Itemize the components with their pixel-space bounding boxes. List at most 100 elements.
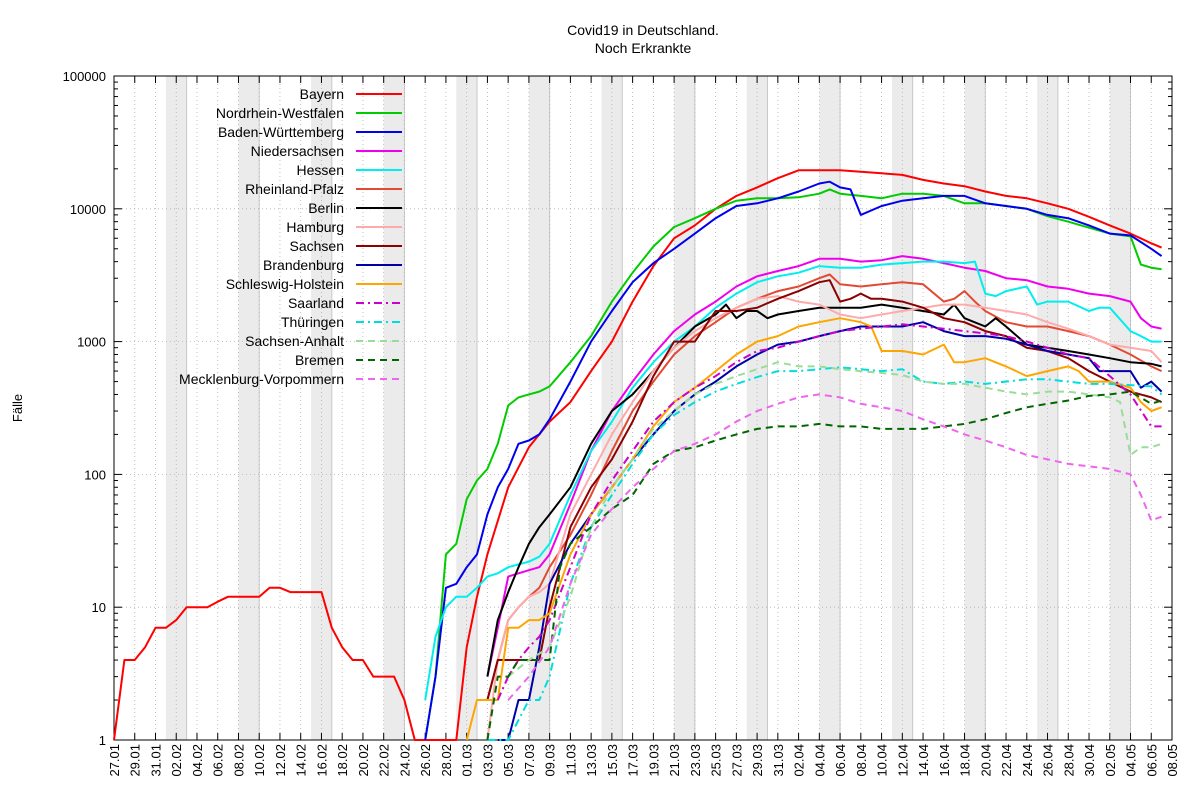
legend-label: Thüringen xyxy=(281,314,344,330)
x-tick-label: 30.04 xyxy=(1082,744,1097,777)
legend-label: Rheinland-Pfalz xyxy=(245,181,344,197)
series-line xyxy=(507,361,1162,678)
x-tick-label: 12.04 xyxy=(895,744,910,777)
x-tick-label: 19.03 xyxy=(646,744,661,777)
series-line xyxy=(507,393,1162,701)
x-tick-label: 25.03 xyxy=(709,744,724,777)
x-tick-label: 14.04 xyxy=(916,744,931,777)
x-tick-label: 27.03 xyxy=(729,744,744,777)
x-tick-label: 01.03 xyxy=(460,744,475,777)
legend-label: Bayern xyxy=(300,86,344,102)
series-line xyxy=(113,169,1162,741)
legend-label: Nordrhein-Westfalen xyxy=(216,105,344,121)
x-tick-label: 08.05 xyxy=(1165,744,1180,777)
legend-label: Saarland xyxy=(288,295,344,311)
x-tick-label: 10.04 xyxy=(875,744,890,777)
series-line xyxy=(486,390,1162,741)
x-tick-label: 17.03 xyxy=(626,744,641,777)
x-tick-label: 04.04 xyxy=(812,744,827,777)
x-tick-label: 31.03 xyxy=(771,744,786,777)
x-tick-label: 31.01 xyxy=(148,744,163,777)
x-tick-label: 24.02 xyxy=(397,744,412,777)
x-tick-label: 03.03 xyxy=(480,744,495,777)
legend-label: Niedersachsen xyxy=(251,143,344,159)
legend-label: Sachsen xyxy=(290,238,344,254)
x-tick-label: 26.02 xyxy=(418,744,433,777)
series-line xyxy=(465,317,1162,741)
y-tick-label: 10000 xyxy=(70,202,106,217)
y-tick-label: 1 xyxy=(99,733,106,748)
legend-label: Hessen xyxy=(297,162,344,178)
plot-frame xyxy=(113,75,1173,741)
legend: Bayern Nordrhein-Westfalen Baden-Württembe… xyxy=(179,86,402,387)
series-line xyxy=(486,279,1163,701)
legend-label: Berlin xyxy=(308,200,344,216)
x-tick-label: 02.05 xyxy=(1103,744,1118,777)
x-axis: 27.01 29.01 31.01 02.02 04.02 06.02 08.02 10.02… xyxy=(107,76,1180,777)
weekend-band xyxy=(819,76,841,740)
x-tick-label: 02.04 xyxy=(792,744,807,777)
legend-label: Hamburg xyxy=(286,219,344,235)
series-line xyxy=(487,366,1163,741)
legend-label: Schleswig-Holstein xyxy=(226,276,344,292)
legend-label: Brandenburg xyxy=(263,257,344,273)
grid-lines xyxy=(114,76,1172,740)
x-tick-label: 26.04 xyxy=(1041,744,1056,777)
x-tick-label: 22.02 xyxy=(377,744,392,777)
x-tick-label: 11.03 xyxy=(563,744,578,776)
series-line xyxy=(424,180,1163,741)
x-tick-label: 28.04 xyxy=(1061,744,1076,777)
series-lines xyxy=(113,169,1163,741)
y-axis-label: Fälle xyxy=(10,394,25,422)
y-tick-label: 1000 xyxy=(77,335,106,350)
chart-subtitle: Noch Erkrankte xyxy=(595,40,692,56)
x-tick-label: 12.02 xyxy=(273,744,288,777)
series-line xyxy=(486,255,1162,677)
x-tick-label: 08.04 xyxy=(854,744,869,777)
x-tick-label: 13.03 xyxy=(584,744,599,777)
x-tick-label: 14.02 xyxy=(294,744,309,777)
weekend-band xyxy=(383,76,405,740)
y-tick-label: 10 xyxy=(92,600,106,615)
x-tick-label: 29.03 xyxy=(750,744,765,777)
x-tick-label: 22.04 xyxy=(999,744,1014,777)
x-tick-label: 29.01 xyxy=(128,744,143,777)
x-tick-label: 08.02 xyxy=(231,744,246,777)
x-tick-label: 20.02 xyxy=(356,744,371,777)
y-tick-label: 100 xyxy=(84,467,106,482)
x-tick-label: 09.03 xyxy=(543,744,558,777)
x-tick-label: 05.03 xyxy=(501,744,516,777)
y-axis: 1 10 100 1000 10000 100000 xyxy=(63,69,1172,748)
x-tick-label: 02.02 xyxy=(169,744,184,777)
x-tick-label: 18.02 xyxy=(335,744,350,777)
weekend-band xyxy=(1109,76,1131,740)
x-tick-label: 21.03 xyxy=(667,744,682,777)
x-tick-label: 06.04 xyxy=(833,744,848,777)
legend-label: Bremen xyxy=(295,352,344,368)
x-tick-label: 06.05 xyxy=(1144,744,1159,777)
x-tick-label: 23.03 xyxy=(688,744,703,777)
x-tick-label: 10.02 xyxy=(252,744,267,777)
x-tick-label: 07.03 xyxy=(522,744,537,777)
x-tick-label: 06.02 xyxy=(211,744,226,777)
chart-title: Covid19 in Deutschland. xyxy=(567,22,719,38)
x-tick-label: 16.04 xyxy=(937,744,952,777)
legend-label: Baden-Württemberg xyxy=(218,124,344,140)
x-tick-label: 28.02 xyxy=(439,744,454,777)
x-tick-label: 15.03 xyxy=(605,744,620,777)
x-tick-label: 27.01 xyxy=(107,744,122,777)
x-tick-label: 04.05 xyxy=(1124,744,1139,777)
series-line xyxy=(424,260,1162,701)
weekend-band xyxy=(528,76,550,740)
x-tick-label: 04.02 xyxy=(190,744,205,777)
weekend-band xyxy=(964,76,986,740)
x-tick-label: 16.02 xyxy=(314,744,329,777)
weekend-band xyxy=(238,76,260,740)
legend-label: Mecklenburg-Vorpommern xyxy=(179,371,344,387)
weekend-bands xyxy=(165,76,1132,740)
x-tick-label: 24.04 xyxy=(1020,744,1035,777)
x-tick-label: 20.04 xyxy=(978,744,993,777)
x-tick-label: 18.04 xyxy=(958,744,973,777)
